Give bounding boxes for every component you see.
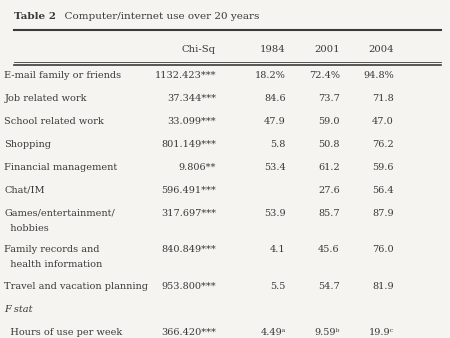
Text: health information: health information — [4, 260, 103, 269]
Text: 73.7: 73.7 — [318, 94, 340, 103]
Text: Family records and: Family records and — [4, 245, 100, 255]
Text: E-mail family or friends: E-mail family or friends — [4, 71, 122, 80]
Text: 1984: 1984 — [260, 45, 286, 54]
Text: 53.4: 53.4 — [264, 163, 286, 172]
Text: 596.491***: 596.491*** — [161, 186, 216, 195]
Text: 59.0: 59.0 — [318, 117, 340, 126]
Text: 85.7: 85.7 — [318, 209, 340, 218]
Text: Hours of use per week: Hours of use per week — [4, 328, 123, 337]
Text: 33.099***: 33.099*** — [167, 117, 216, 126]
Text: 59.6: 59.6 — [372, 163, 394, 172]
Text: 19.9ᶜ: 19.9ᶜ — [369, 328, 394, 337]
Text: Games/entertainment/: Games/entertainment/ — [4, 209, 115, 218]
Text: 9.59ᵇ: 9.59ᵇ — [315, 328, 340, 337]
Text: 84.6: 84.6 — [264, 94, 286, 103]
Text: School related work: School related work — [4, 117, 104, 126]
Text: 1132.423***: 1132.423*** — [154, 71, 216, 80]
Text: 76.2: 76.2 — [372, 140, 394, 149]
Text: 18.2%: 18.2% — [255, 71, 286, 80]
Text: 953.800***: 953.800*** — [162, 282, 216, 291]
Text: 4.1: 4.1 — [270, 245, 286, 255]
Text: 53.9: 53.9 — [264, 209, 286, 218]
Text: 2001: 2001 — [314, 45, 340, 54]
Text: 50.8: 50.8 — [318, 140, 340, 149]
Text: 2004: 2004 — [368, 45, 394, 54]
Text: 5.5: 5.5 — [270, 282, 286, 291]
Text: Shopping: Shopping — [4, 140, 51, 149]
Text: 366.420***: 366.420*** — [161, 328, 216, 337]
Text: 72.4%: 72.4% — [309, 71, 340, 80]
Text: Computer/internet use over 20 years: Computer/internet use over 20 years — [58, 12, 260, 21]
Text: 801.149***: 801.149*** — [161, 140, 216, 149]
Text: 27.6: 27.6 — [318, 186, 340, 195]
Text: 61.2: 61.2 — [318, 163, 340, 172]
Text: 840.849***: 840.849*** — [161, 245, 216, 255]
Text: hobbies: hobbies — [4, 224, 49, 233]
Text: 9.806**: 9.806** — [179, 163, 216, 172]
Text: 47.0: 47.0 — [372, 117, 394, 126]
Text: 56.4: 56.4 — [372, 186, 394, 195]
Text: 47.9: 47.9 — [264, 117, 286, 126]
Text: 5.8: 5.8 — [270, 140, 286, 149]
Text: Table 2: Table 2 — [14, 12, 55, 21]
Text: F stat: F stat — [4, 305, 33, 314]
Text: 76.0: 76.0 — [372, 245, 394, 255]
Text: 37.344***: 37.344*** — [167, 94, 216, 103]
Text: 94.8%: 94.8% — [363, 71, 394, 80]
Text: 45.6: 45.6 — [318, 245, 340, 255]
Text: 317.697***: 317.697*** — [161, 209, 216, 218]
Text: 4.49ᵃ: 4.49ᵃ — [261, 328, 286, 337]
Text: Job related work: Job related work — [4, 94, 87, 103]
Text: 71.8: 71.8 — [372, 94, 394, 103]
Text: 81.9: 81.9 — [372, 282, 394, 291]
Text: Chi-Sq: Chi-Sq — [182, 45, 216, 54]
Text: 87.9: 87.9 — [372, 209, 394, 218]
Text: Financial management: Financial management — [4, 163, 118, 172]
Text: Chat/IM: Chat/IM — [4, 186, 45, 195]
Text: 54.7: 54.7 — [318, 282, 340, 291]
Text: Travel and vacation planning: Travel and vacation planning — [4, 282, 148, 291]
